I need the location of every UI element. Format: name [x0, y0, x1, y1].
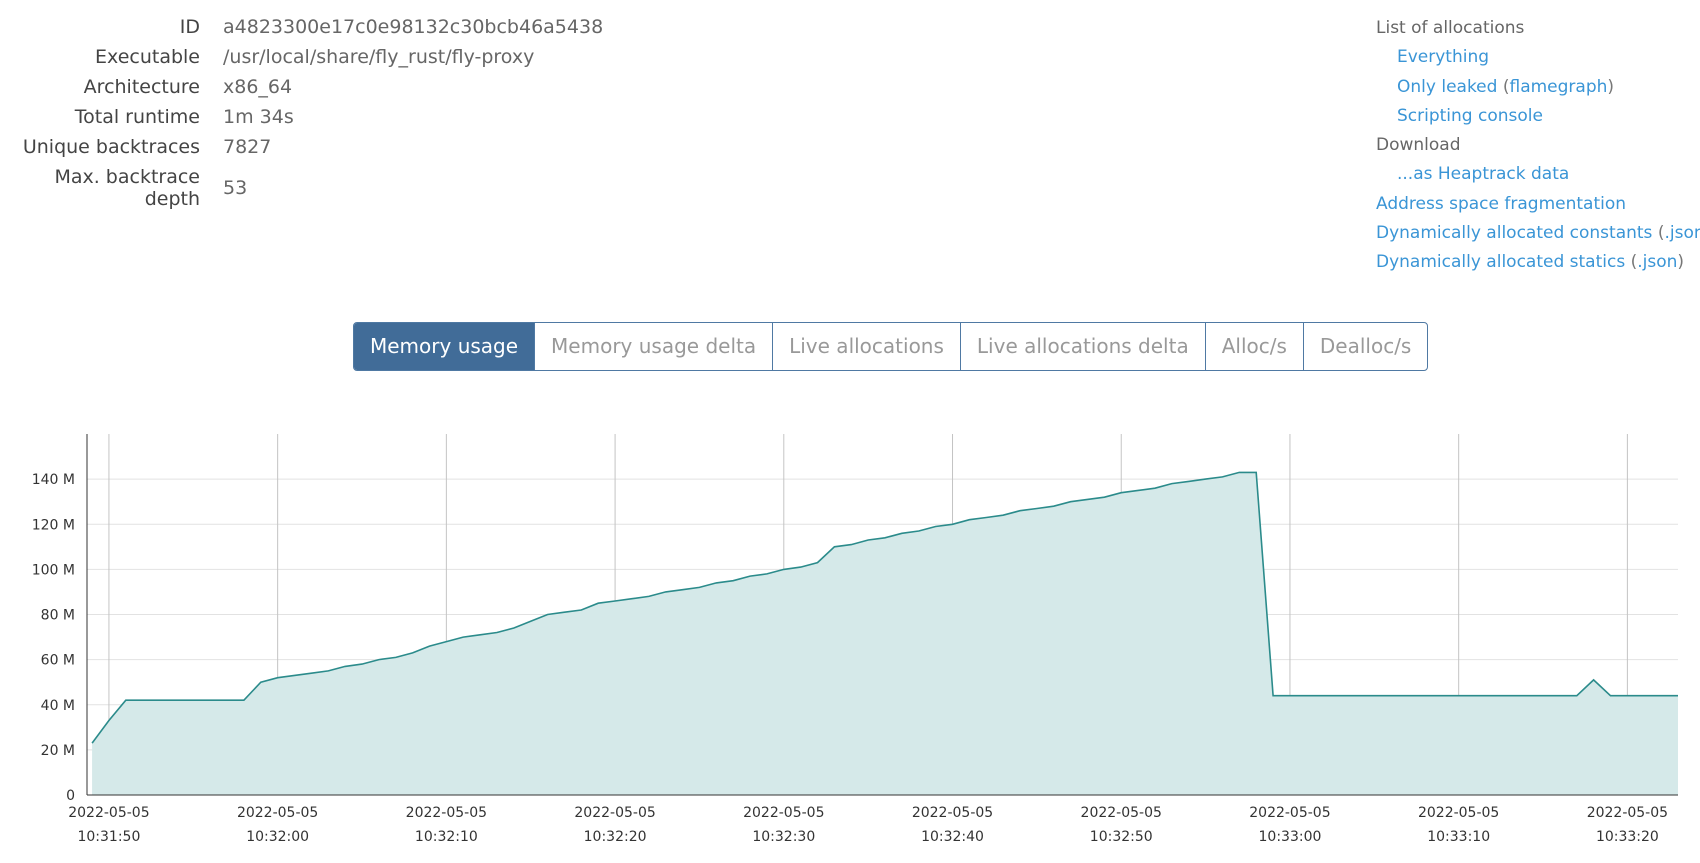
info-label: ID	[179, 16, 200, 38]
link-row: Download	[1376, 131, 1700, 160]
tab-bar: Memory usage Memory usage delta Live alloc…	[353, 322, 1429, 371]
x-tick-label: 2022-05-05 10:33:20	[1587, 805, 1668, 845]
link[interactable]: Address space fragmentation	[1376, 193, 1627, 214]
paren: (	[1630, 252, 1638, 273]
link[interactable]: .json	[1637, 252, 1678, 273]
tab[interactable]: Live allocations delta	[959, 323, 1205, 370]
link-row: Everything	[1376, 43, 1700, 72]
info-row: Unique backtraces 7827	[0, 132, 603, 162]
info-label: Max. backtrace depth	[54, 166, 200, 210]
link-row: ...as Heaptrack data	[1376, 160, 1700, 189]
y-tick-label: 80 M	[41, 608, 75, 624]
paren: )	[1607, 76, 1615, 97]
section-heading: List of allocations	[1376, 18, 1525, 38]
x-tick-label: 2022-05-05 10:32:00	[237, 805, 318, 845]
y-tick-label: 120 M	[32, 517, 75, 533]
section-heading: Download	[1376, 135, 1461, 156]
links-panel: List of allocations Everything Only leaked…	[1376, 14, 1700, 278]
x-tick-label: 2022-05-05 10:31:50	[68, 805, 149, 845]
tab[interactable]: Alloc/s	[1204, 323, 1303, 370]
x-tick-label: 2022-05-05 10:33:10	[1418, 805, 1499, 845]
tab[interactable]: Dealloc/s	[1302, 323, 1427, 370]
info-row: ID a4823300e17c0e98132c30bcb46a5438	[0, 12, 603, 42]
link[interactable]: ...as Heaptrack data	[1397, 164, 1570, 185]
y-tick-label: 100 M	[32, 562, 75, 578]
y-tick-label: 40 M	[41, 698, 75, 714]
line	[91, 471, 1678, 744]
chart: 0 20 M 40 M 60 M 80 M 100 M 120 M 140 M 2022-05-…	[32, 434, 1678, 845]
info-row: Max. backtrace depth 53	[0, 162, 603, 214]
y-tick-label: 20 M	[41, 743, 75, 759]
link[interactable]: Dynamically allocated constants	[1376, 223, 1653, 244]
info-row: Architecture x86_64	[0, 72, 603, 102]
info-value: a4823300e17c0e98132c30bcb46a5438	[223, 16, 604, 38]
link-row: Address space fragmentation	[1376, 190, 1700, 219]
info-label: Total runtime	[74, 106, 200, 128]
link-row: Dynamically allocated statics (.json)	[1376, 248, 1700, 277]
link[interactable]: Dynamically allocated statics	[1376, 252, 1626, 273]
info-table: ID a4823300e17c0e98132c30bcb46a5438 Execut…	[0, 12, 603, 214]
x-tick-label: 2022-05-05 10:33:00	[1249, 805, 1330, 845]
link-row: List of allocations	[1376, 14, 1700, 43]
link-row: Scripting console	[1376, 102, 1700, 131]
x-tick-label: 2022-05-05 10:32:10	[406, 805, 487, 845]
info-row: Total runtime 1m 34s	[0, 102, 603, 132]
tab[interactable]: Memory usage delta	[534, 323, 772, 370]
area	[92, 472, 1678, 795]
link[interactable]: flamegraph	[1509, 76, 1608, 97]
info-value: 1m 34s	[223, 106, 294, 128]
y-tick-label: 140 M	[32, 472, 75, 488]
link-row: Dynamically allocated constants (.json)	[1376, 219, 1700, 248]
info-label: Architecture	[83, 76, 200, 98]
y-tick-label: 0	[66, 788, 75, 804]
link[interactable]: .json	[1664, 223, 1700, 244]
info-value: 7827	[223, 136, 272, 158]
x-tick-label: 2022-05-05 10:32:50	[1081, 805, 1162, 845]
paren: (	[1502, 76, 1510, 97]
paren: )	[1677, 252, 1685, 273]
info-row: Executable/usr/local/share/fly_rust/fly-…	[0, 42, 603, 72]
link[interactable]: Scripting console	[1397, 105, 1543, 126]
link[interactable]: Only leaked	[1397, 76, 1498, 97]
tab[interactable]: Memory usage	[354, 323, 535, 370]
info-label: Executable	[95, 46, 200, 68]
link[interactable]: Everything	[1397, 47, 1490, 68]
info-value: /usr/local/share/fly_rust/fly-proxy	[223, 46, 535, 68]
info-value: x86_64	[223, 76, 293, 98]
info-label: Unique backtraces	[22, 136, 200, 158]
x-tick-label: 2022-05-05 10:32:30	[743, 805, 824, 845]
x-tick-label: 2022-05-05 10:32:40	[912, 805, 993, 845]
y-tick-label: 60 M	[41, 653, 75, 669]
info-value: 53	[223, 177, 248, 199]
x-tick-label: 2022-05-05 10:32:20	[574, 805, 655, 845]
link-row: Only leaked (flamegraph)	[1376, 73, 1700, 102]
tab[interactable]: Live allocations	[772, 323, 960, 370]
paren: (	[1657, 223, 1665, 244]
